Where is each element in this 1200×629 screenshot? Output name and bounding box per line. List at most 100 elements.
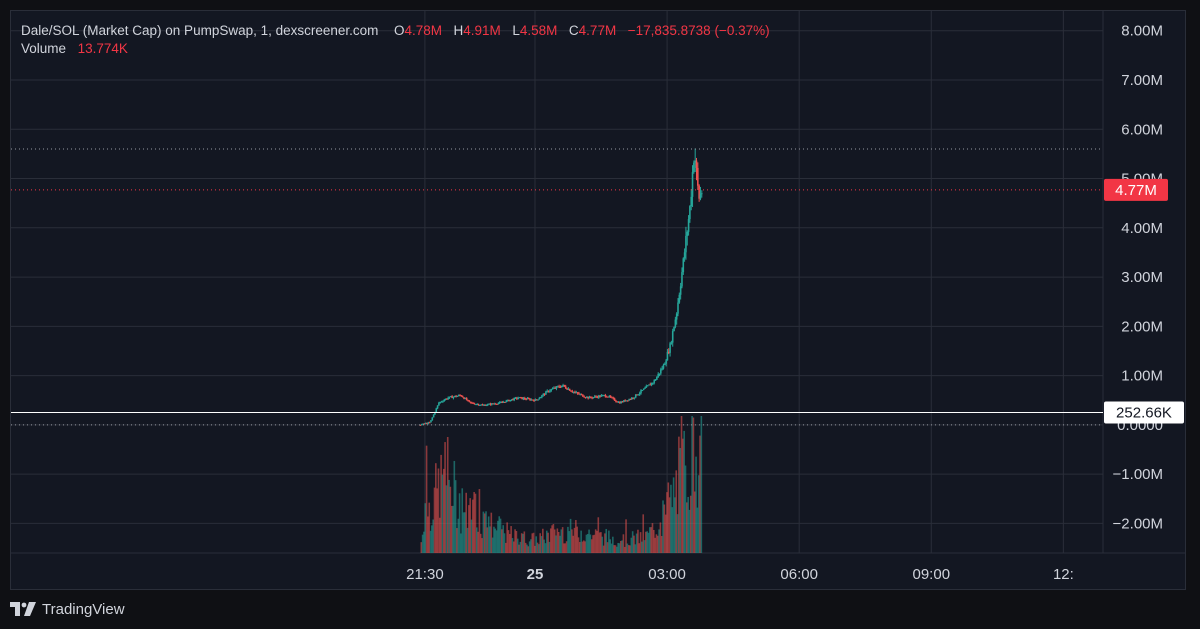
- candle-body: [596, 396, 599, 398]
- candle-body: [649, 384, 652, 386]
- volume-bar: [551, 525, 553, 553]
- candle-body: [570, 390, 572, 392]
- volume-bar: [601, 536, 604, 553]
- volume-bar: [649, 527, 651, 553]
- volume-bar: [433, 487, 436, 553]
- candle-body: [682, 258, 685, 273]
- candle-body: [612, 397, 615, 399]
- volume-bar: [672, 477, 675, 553]
- candle-body: [483, 404, 485, 406]
- candle-body: [564, 386, 567, 389]
- volume-bar: [524, 542, 527, 553]
- volume-bar: [509, 534, 511, 553]
- volume-bar: [490, 512, 493, 553]
- high-value: 4.91M: [463, 23, 501, 38]
- volume-bar: [674, 497, 676, 553]
- candle-body: [522, 397, 525, 400]
- volume-bar: [556, 528, 559, 553]
- candle-body: [587, 396, 589, 399]
- candle-body: [506, 399, 509, 401]
- candle-body: [674, 319, 677, 327]
- volume-bar: [585, 534, 588, 553]
- volume-bar: [421, 534, 424, 553]
- volume-bar: [594, 529, 597, 553]
- tradingview-brand[interactable]: TradingView: [42, 600, 125, 618]
- volume-bar: [557, 531, 560, 553]
- candle-body: [527, 398, 530, 400]
- volume-bar: [456, 528, 458, 553]
- candle-body: [531, 399, 534, 401]
- candle-body: [572, 391, 575, 393]
- volume-bar: [582, 540, 585, 553]
- candle-body: [420, 424, 423, 426]
- volume-bar: [629, 545, 631, 553]
- volume-bar: [634, 544, 637, 553]
- price-chart[interactable]: 8.00M7.00M6.00M5.00M4.00M3.00M2.00M1.00M…: [11, 11, 1186, 590]
- candle-body: [666, 351, 669, 361]
- candle-body: [444, 398, 447, 400]
- volume-bar: [651, 523, 654, 553]
- volume-bar: [440, 454, 442, 553]
- volume-bar: [466, 527, 469, 553]
- candle-body: [447, 397, 449, 399]
- high-label: H: [453, 23, 464, 38]
- volume-bar: [503, 533, 506, 553]
- volume-bar: [608, 530, 610, 553]
- open-value: 4.78M: [404, 23, 442, 38]
- volume-bar: [678, 436, 680, 553]
- volume-bar: [684, 465, 687, 553]
- volume-bar: [696, 507, 699, 553]
- volume-bar: [448, 479, 450, 553]
- volume-bar: [446, 436, 449, 553]
- candle-body: [480, 404, 482, 406]
- volume-bar: [468, 505, 470, 553]
- candle-body: [431, 417, 434, 421]
- candle-body: [520, 397, 522, 399]
- volume-bar: [534, 545, 536, 553]
- chart-frame[interactable]: 8.00M7.00M6.00M5.00M4.00M3.00M2.00M1.00M…: [10, 10, 1186, 590]
- candle-body: [549, 390, 551, 392]
- volume-bar: [560, 529, 563, 553]
- candle-body: [452, 396, 455, 399]
- volume-bar: [576, 526, 578, 553]
- volume-bar: [658, 529, 660, 553]
- candle-body: [464, 398, 467, 400]
- candle-body: [648, 384, 650, 386]
- volume-bar: [633, 535, 635, 553]
- candle-body: [496, 404, 498, 406]
- volume-value: 13.774K: [77, 41, 128, 56]
- candle-body: [539, 397, 542, 399]
- candle-body: [430, 420, 432, 423]
- candle-body: [567, 388, 570, 390]
- volume-bar: [474, 493, 477, 553]
- candle-body: [512, 399, 514, 401]
- volume-label: Volume: [21, 41, 67, 56]
- candle-body: [542, 393, 545, 396]
- x-tick-label: 03:00: [648, 566, 686, 583]
- candle-body: [642, 388, 645, 391]
- candle-body: [451, 396, 453, 399]
- volume-bar: [485, 511, 487, 553]
- volume-bar: [505, 542, 507, 553]
- volume-bar: [621, 540, 623, 553]
- candle-body: [484, 404, 486, 406]
- y-tick-label: 8.00M: [1121, 23, 1163, 40]
- volume-bar: [518, 544, 520, 553]
- volume-bar: [639, 532, 642, 553]
- candle-body: [690, 196, 693, 207]
- y-tick-label: 1.00M: [1121, 368, 1163, 385]
- candle-body: [547, 390, 550, 392]
- volume-bar: [512, 541, 515, 553]
- candle-body: [479, 405, 481, 407]
- volume-bar: [457, 518, 460, 553]
- candle-body: [448, 396, 451, 398]
- candle-body: [600, 395, 603, 397]
- volume-bar: [687, 496, 689, 553]
- volume-bar: [545, 530, 548, 553]
- volume-bar: [666, 492, 668, 553]
- candle-body: [505, 400, 508, 403]
- volume-bar: [469, 498, 471, 553]
- volume-bar: [626, 543, 629, 553]
- candle-body: [660, 369, 662, 374]
- candle-body: [698, 185, 700, 199]
